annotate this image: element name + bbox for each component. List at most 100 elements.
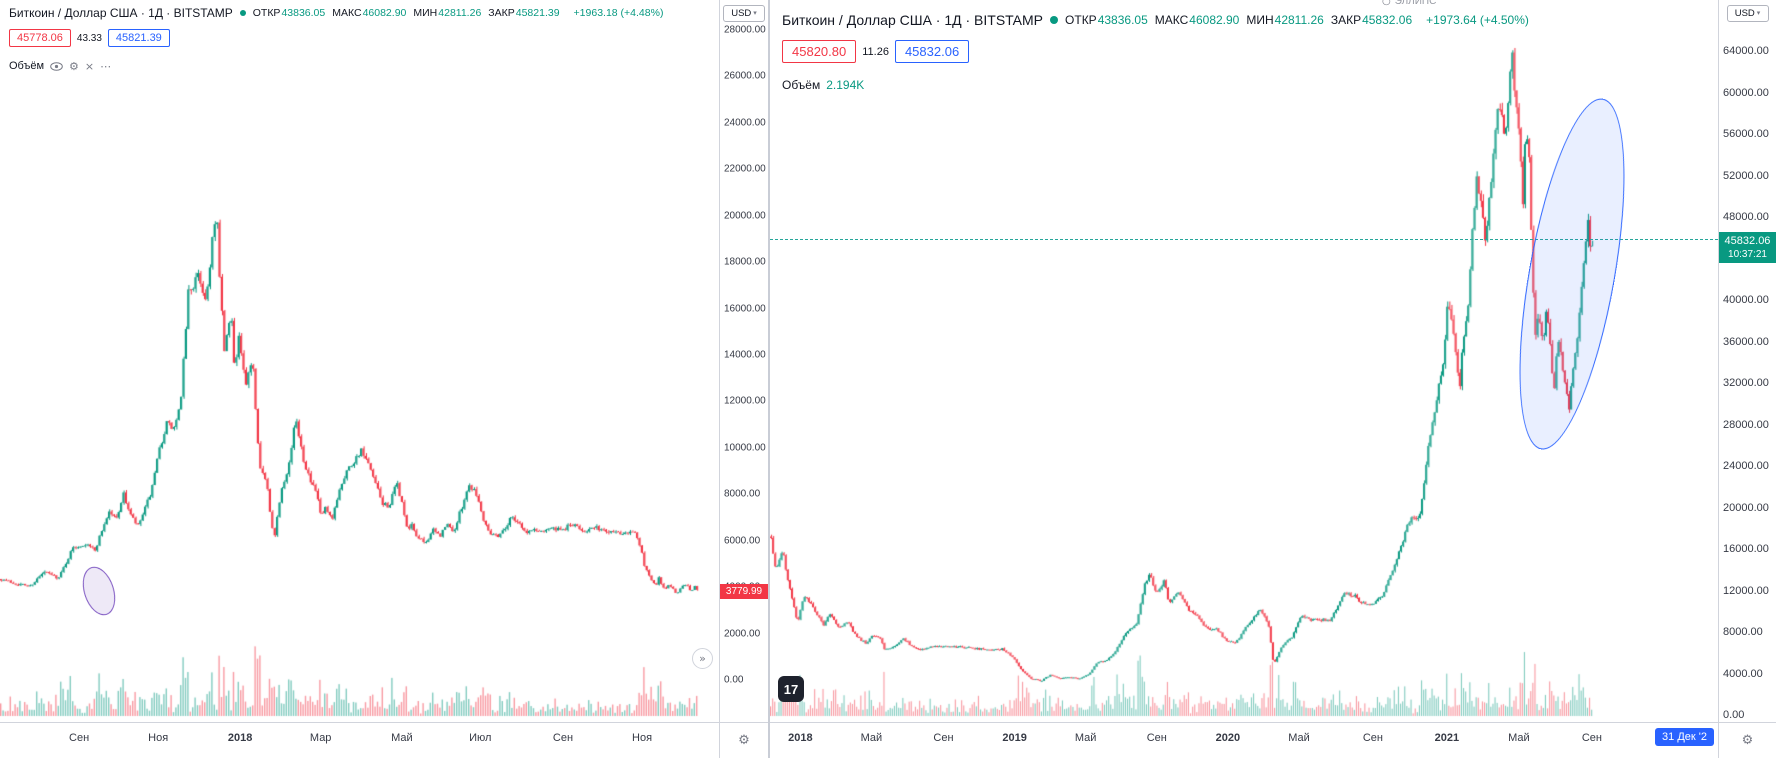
symbol-title[interactable]: Биткоин / Доллар США · 1Д · BITSTAMP — [782, 12, 1044, 28]
price-tick-label: 16000.00 — [1723, 543, 1769, 555]
time-tick-label: 2019 — [1002, 732, 1027, 744]
price-tick-label: 60000.00 — [1723, 86, 1769, 99]
spread-value: 43.33 — [76, 32, 102, 44]
candlestick-canvas-left[interactable] — [0, 0, 719, 722]
axis-corner: ⚙ — [719, 723, 768, 758]
price-tick-label: 8000.00 — [1723, 626, 1763, 638]
time-settings-gear-icon[interactable]: ⚙ — [738, 733, 750, 748]
currency-dropdown[interactable]: USD ▾ — [1726, 5, 1769, 22]
time-tick-label: 2020 — [1215, 732, 1241, 744]
price-change: +1973.64 (+4.50%) — [1426, 13, 1529, 27]
chart-area-left[interactable]: Биткоин / Доллар США · 1Д · BITSTAMP ОТК… — [0, 0, 719, 722]
ohlc-value: 42811.26 — [1274, 13, 1324, 27]
price-tick-label: 36000.00 — [1723, 335, 1769, 348]
chevron-down-icon: ▾ — [753, 9, 757, 17]
ohlc-label: ЗАКР — [1330, 13, 1362, 27]
time-tick-label: 2018 — [227, 732, 253, 744]
time-scale[interactable]: Сен Ноя 2018 Мар Май Июл Сен Ноя — [0, 723, 719, 758]
time-tick-label: Сен — [69, 732, 90, 744]
current-price-tag: 45832.06 10:37:21 — [1719, 232, 1776, 264]
currency-dropdown[interactable]: USD ▾ — [723, 5, 765, 22]
time-tick-label: Сен — [552, 732, 574, 744]
sell-price-button[interactable]: 45778.06 — [9, 29, 71, 47]
more-options-icon[interactable]: ⋯ — [100, 59, 112, 73]
ohlc-label: МАКС — [332, 7, 362, 19]
ohlc-value: 45821.39 — [515, 7, 560, 19]
price-axis-right[interactable]: USD ▾ 45832.06 10:37:21 64000.00 60000.00… — [1718, 0, 1776, 722]
price-tick-label: 14000.00 — [724, 349, 766, 361]
last-price-tag: 3779.99 — [720, 584, 768, 599]
time-tick-label: Май — [1288, 732, 1310, 744]
time-tick-label: Сен — [1581, 732, 1602, 744]
market-status-dot — [239, 10, 246, 16]
currency-label: USD — [1734, 8, 1755, 19]
chart-window-right: ○ ЭЛЛИПС Биткоин / Доллар США · 1Д · BIT… — [770, 0, 1776, 758]
time-settings-gear-icon[interactable]: ⚙ — [1741, 733, 1754, 748]
ellipse-tool-icon: ○ — [1382, 0, 1391, 7]
goto-date-button[interactable]: 31 Дек '2 — [1655, 728, 1714, 746]
time-axis-left[interactable]: Сен Ноя 2018 Мар Май Июл Сен Ноя ⚙ — [0, 722, 768, 758]
remove-indicator-icon[interactable]: × — [84, 59, 95, 73]
time-tick-label: Ноя — [632, 732, 653, 744]
time-tick-label: Май — [860, 732, 883, 744]
current-price-line — [770, 239, 1718, 240]
ohlc-label: ОТКР — [1065, 13, 1097, 27]
ohlc-label: МИН — [1246, 13, 1274, 27]
price-tick-label: 0.00 — [1723, 709, 1745, 721]
price-tick-label: 20000.00 — [1723, 501, 1769, 514]
currency-label: USD — [731, 8, 752, 19]
ohlc-label: ОТКР — [252, 7, 281, 19]
ohlc-values: ОТКР43836.05 МАКС46082.90 МИН42811.26 ЗАКР4… — [1065, 13, 1419, 27]
price-tick-label: 20000.00 — [724, 210, 766, 222]
price-tick-label: 64000.00 — [1723, 45, 1769, 57]
symbol-title[interactable]: Биткоин / Доллар США · 1Д · BITSTAMP — [9, 6, 233, 20]
price-tick-label: 28000.00 — [724, 24, 766, 36]
time-tick-label: Май — [1074, 732, 1097, 744]
indicator-settings-gear-icon[interactable]: ⚙ — [69, 59, 79, 73]
time-tick-label: Сен — [1362, 732, 1383, 744]
time-tick-label: Мар — [309, 732, 332, 744]
tradingview-logo[interactable]: 17 — [778, 676, 804, 702]
price-tick-label: 10000.00 — [724, 442, 766, 454]
price-tick-label: 6000.00 — [724, 535, 761, 547]
sell-price-button[interactable]: 45820.80 — [782, 40, 857, 63]
time-scale[interactable]: 31 Дек '2 2018 Май Сен 2019 Май Сен 2020 Май Сен… — [770, 723, 1718, 758]
price-tick-label: 2000.00 — [724, 628, 761, 640]
chart-area-right[interactable]: ○ ЭЛЛИПС Биткоин / Доллар США · 1Д · BIT… — [770, 0, 1718, 722]
price-tick-label: 12000.00 — [1723, 584, 1769, 597]
time-tick-label: 2018 — [788, 732, 813, 744]
chart-legend: Биткоин / Доллар США · 1Д · BITSTAMP ОТК… — [782, 12, 1529, 92]
ohlc-value: 46082.90 — [362, 7, 407, 19]
buy-price-button[interactable]: 45821.39 — [107, 29, 170, 47]
price-tick-label: 26000.00 — [724, 70, 766, 82]
time-tick-label: Июл — [469, 732, 492, 744]
price-tick-label: 18000.00 — [724, 256, 766, 268]
ohlc-value: 46082.90 — [1189, 13, 1240, 27]
price-tick-label: 52000.00 — [1723, 169, 1769, 182]
drawing-tool-label[interactable]: ○ ЭЛЛИПС — [1382, 0, 1436, 7]
price-axis-left[interactable]: USD ▾ 3779.99 28000.00 26000.00 24000.00 22… — [719, 0, 768, 722]
candlestick-canvas-right[interactable] — [770, 0, 1718, 722]
time-tick-label: Май — [1508, 732, 1530, 744]
bar-countdown: 10:37:21 — [1728, 249, 1767, 261]
time-tick-label: 2021 — [1434, 732, 1460, 744]
chevron-down-icon: ▾ — [1756, 9, 1761, 17]
price-tick-label: 0.00 — [724, 674, 744, 686]
volume-value: 2.194K — [826, 78, 865, 92]
price-tick-label: 12000.00 — [724, 395, 766, 407]
ohlc-label: МАКС — [1154, 13, 1189, 27]
price-tick-label: 56000.00 — [1723, 128, 1769, 140]
eye-icon[interactable] — [50, 61, 63, 71]
price-tick-label: 40000.00 — [1723, 294, 1769, 306]
time-tick-label: Сен — [1146, 732, 1167, 744]
ohlc-label: ЗАКР — [488, 7, 515, 19]
axis-corner: ⚙ — [1718, 723, 1776, 758]
price-change: +1963.18 (+4.48%) — [573, 7, 664, 19]
time-axis-right[interactable]: 31 Дек '2 2018 Май Сен 2019 Май Сен 2020 Май Сен… — [770, 722, 1776, 758]
collapse-panel-button[interactable]: » — [692, 648, 713, 669]
time-tick-label: Май — [391, 732, 413, 744]
price-tick-label: 8000.00 — [724, 488, 761, 500]
buy-price-button[interactable]: 45832.06 — [894, 40, 970, 63]
time-tick-label: Сен — [933, 732, 954, 744]
